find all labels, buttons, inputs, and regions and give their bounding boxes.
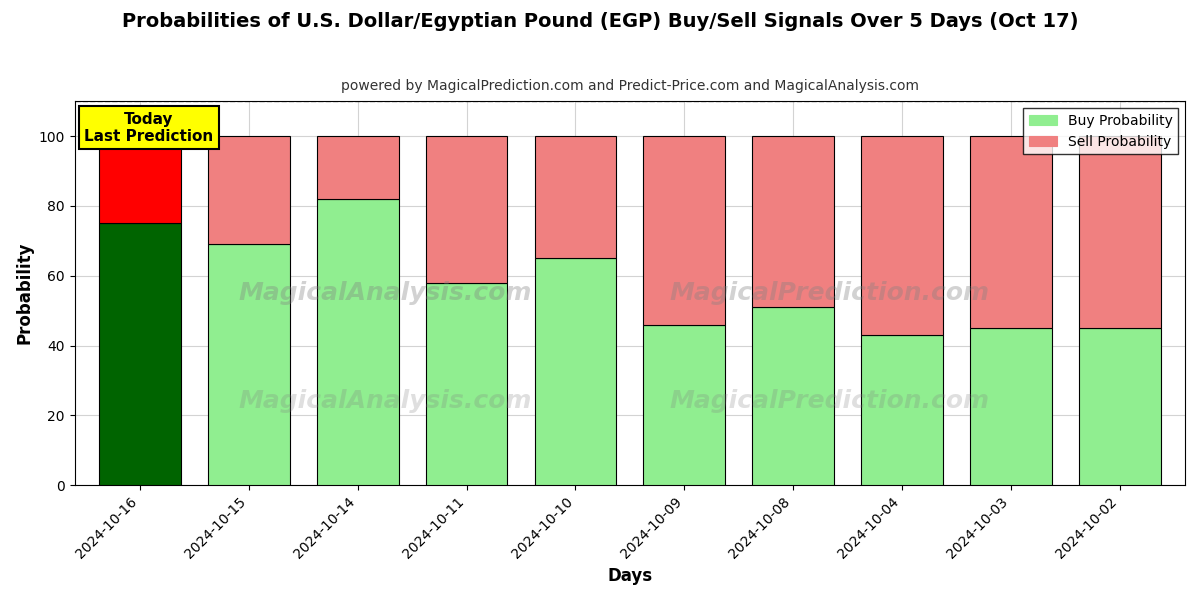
Bar xyxy=(100,136,181,223)
Bar xyxy=(426,136,508,283)
Bar xyxy=(643,136,725,325)
Bar xyxy=(643,325,725,485)
Bar xyxy=(970,328,1051,485)
Bar xyxy=(317,199,398,485)
Bar xyxy=(1079,136,1160,328)
Legend: Buy Probability, Sell Probability: Buy Probability, Sell Probability xyxy=(1024,108,1178,154)
X-axis label: Days: Days xyxy=(607,567,653,585)
Bar xyxy=(208,244,289,485)
Bar xyxy=(534,258,617,485)
Text: Probabilities of U.S. Dollar/Egyptian Pound (EGP) Buy/Sell Signals Over 5 Days (: Probabilities of U.S. Dollar/Egyptian Po… xyxy=(121,12,1079,31)
Text: MagicalAnalysis.com: MagicalAnalysis.com xyxy=(239,281,533,305)
Bar xyxy=(752,307,834,485)
Bar xyxy=(970,136,1051,328)
Y-axis label: Probability: Probability xyxy=(16,242,34,344)
Text: MagicalPrediction.com: MagicalPrediction.com xyxy=(670,389,990,413)
Bar xyxy=(862,335,943,485)
Bar xyxy=(426,283,508,485)
Text: MagicalAnalysis.com: MagicalAnalysis.com xyxy=(239,389,533,413)
Text: Today
Last Prediction: Today Last Prediction xyxy=(84,112,214,144)
Bar xyxy=(1079,328,1160,485)
Title: powered by MagicalPrediction.com and Predict-Price.com and MagicalAnalysis.com: powered by MagicalPrediction.com and Pre… xyxy=(341,79,919,93)
Bar xyxy=(752,136,834,307)
Bar xyxy=(317,136,398,199)
Bar xyxy=(862,136,943,335)
Bar xyxy=(208,136,289,244)
Bar xyxy=(534,136,617,258)
Text: MagicalPrediction.com: MagicalPrediction.com xyxy=(670,281,990,305)
Bar xyxy=(100,223,181,485)
